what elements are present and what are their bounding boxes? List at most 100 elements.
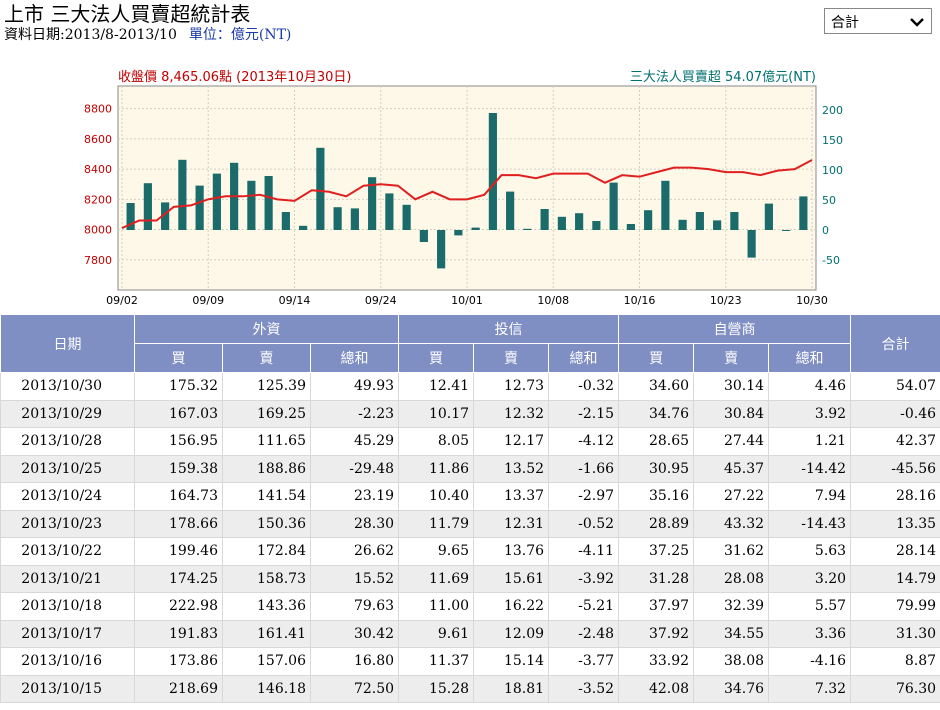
cell-trust-buy: 11.79 xyxy=(398,509,475,538)
cell-trust-sell: 12.31 xyxy=(473,509,550,538)
cell-dealer-net: 5.57 xyxy=(768,592,852,621)
cell-trust-sell: 12.09 xyxy=(473,619,550,648)
net-buy-bar xyxy=(644,210,653,230)
cell-foreign-buy: 178.66 xyxy=(134,509,223,538)
net-buy-legend: 三大法人買賣超 54.07億元(NT) xyxy=(630,69,816,85)
cell-foreign-buy: 191.83 xyxy=(134,619,223,648)
net-buy-bar xyxy=(575,213,584,230)
net-buy-bar xyxy=(454,230,463,236)
net-buy-bar xyxy=(488,113,497,230)
cell-dealer-buy: 28.65 xyxy=(618,427,695,456)
net-buy-bar xyxy=(713,220,722,230)
cell-dealer-sell: 27.44 xyxy=(693,427,770,456)
cell-foreign-sell: 125.39 xyxy=(222,372,311,401)
net-buy-bar xyxy=(471,227,480,230)
cell-foreign-net: 49.93 xyxy=(309,372,400,401)
page-subtitle: 資料日期:2013/8-2013/10 單位：億元(NT) xyxy=(4,26,291,44)
cell-dealer-net: 3.92 xyxy=(768,399,852,428)
cell-trust-buy: 11.00 xyxy=(398,592,475,621)
net-buy-bar xyxy=(419,230,428,242)
cell-trust-sell: 16.22 xyxy=(473,592,550,621)
net-buy-bar xyxy=(540,209,549,230)
table-row: 2013/10/29 167.03 169.25 -2.23 10.17 12.32 -2.… xyxy=(0,399,940,428)
cell-dealer-sell: 27.22 xyxy=(693,482,770,511)
cell-dealer-buy: 42.08 xyxy=(618,674,695,703)
summary-type-select[interactable]: 合計 xyxy=(824,8,932,34)
cell-foreign-buy: 159.38 xyxy=(134,454,223,483)
cell-date: 2013/10/30 xyxy=(0,372,135,401)
cell-trust-sell: 13.37 xyxy=(473,482,550,511)
table-row: 2013/10/22 199.46 172.84 26.62 9.65 13.76 -4.1… xyxy=(0,537,940,566)
cell-foreign-net: 16.80 xyxy=(309,647,400,676)
net-buy-bar xyxy=(506,191,515,230)
cell-foreign-buy: 156.95 xyxy=(134,427,223,456)
net-buy-bar xyxy=(143,183,152,230)
cell-foreign-net: 28.30 xyxy=(309,509,400,538)
cell-foreign-net: 72.50 xyxy=(309,674,400,703)
cell-dealer-net: -14.43 xyxy=(768,509,852,538)
cell-trust-net: -5.21 xyxy=(548,592,620,621)
subcol-sell: 賣 xyxy=(222,343,311,373)
cell-date: 2013/10/18 xyxy=(0,592,135,621)
cell-foreign-sell: 146.18 xyxy=(222,674,311,703)
cell-trust-net: -0.32 xyxy=(548,372,620,401)
group-header-trust: 投信 xyxy=(398,314,620,344)
cell-foreign-sell: 150.36 xyxy=(222,509,311,538)
left-tick-label: 8600 xyxy=(84,133,112,146)
net-buy-bar xyxy=(437,230,446,269)
left-tick-label: 8200 xyxy=(84,193,112,206)
cell-dealer-sell: 34.76 xyxy=(693,674,770,703)
cell-dealer-sell: 45.37 xyxy=(693,454,770,483)
cell-dealer-buy: 28.89 xyxy=(618,509,695,538)
net-buy-bar xyxy=(695,212,704,230)
cell-trust-net: -2.15 xyxy=(548,399,620,428)
cell-foreign-buy: 218.69 xyxy=(134,674,223,703)
cell-trust-sell: 12.17 xyxy=(473,427,550,456)
cell-dealer-buy: 31.28 xyxy=(618,564,695,593)
left-tick-label: 8000 xyxy=(84,224,112,237)
cell-foreign-net: 26.62 xyxy=(309,537,400,566)
cell-total: 14.79 xyxy=(850,564,940,593)
cell-date: 2013/10/22 xyxy=(0,537,135,566)
cell-trust-sell: 12.73 xyxy=(473,372,550,401)
cell-date: 2013/10/23 xyxy=(0,509,135,538)
cell-foreign-net: 30.42 xyxy=(309,619,400,648)
subcol-sell: 賣 xyxy=(473,343,550,373)
cell-foreign-sell: 143.36 xyxy=(222,592,311,621)
net-buy-bar xyxy=(247,180,256,230)
cell-trust-sell: 15.61 xyxy=(473,564,550,593)
cell-trust-sell: 13.76 xyxy=(473,537,550,566)
cell-foreign-sell: 141.54 xyxy=(222,482,311,511)
cell-foreign-net: -29.48 xyxy=(309,454,400,483)
data-period: 資料日期:2013/8-2013/10 xyxy=(4,27,177,43)
table-row: 2013/10/30 175.32 125.39 49.93 12.41 12.73 -0.… xyxy=(0,372,940,401)
cell-trust-sell: 13.52 xyxy=(473,454,550,483)
net-buy-bar xyxy=(350,208,359,230)
cell-total: 28.14 xyxy=(850,537,940,566)
cell-dealer-net: 7.94 xyxy=(768,482,852,511)
cell-dealer-sell: 31.62 xyxy=(693,537,770,566)
x-tick-label: 10/16 xyxy=(624,294,656,307)
cell-trust-sell: 15.14 xyxy=(473,647,550,676)
left-tick-label: 7800 xyxy=(84,254,112,267)
group-header-foreign: 外資 xyxy=(133,314,400,344)
table-row: 2013/10/25 159.38 188.86 -29.48 11.86 13.52 -1… xyxy=(0,454,940,483)
page-title: 上市 三大法人買賣超統計表 xyxy=(4,2,251,26)
cell-dealer-buy: 34.60 xyxy=(618,372,695,401)
cell-dealer-sell: 30.14 xyxy=(693,372,770,401)
left-tick-label: 8800 xyxy=(84,103,112,116)
subcol-net: 總和 xyxy=(309,343,400,373)
cell-dealer-buy: 34.76 xyxy=(618,399,695,428)
net-buy-bar xyxy=(368,177,377,230)
x-tick-label: 10/30 xyxy=(796,294,828,307)
cell-total: 8.87 xyxy=(850,647,940,676)
cell-trust-buy: 10.40 xyxy=(398,482,475,511)
cell-total: 31.30 xyxy=(850,619,940,648)
cell-date: 2013/10/28 xyxy=(0,427,135,456)
x-tick-label: 10/23 xyxy=(710,294,742,307)
x-tick-label: 09/14 xyxy=(279,294,311,307)
cell-dealer-net: 5.63 xyxy=(768,537,852,566)
net-buy-bar xyxy=(557,216,566,230)
net-buy-bar xyxy=(126,203,135,230)
x-tick-label: 09/02 xyxy=(106,294,138,307)
